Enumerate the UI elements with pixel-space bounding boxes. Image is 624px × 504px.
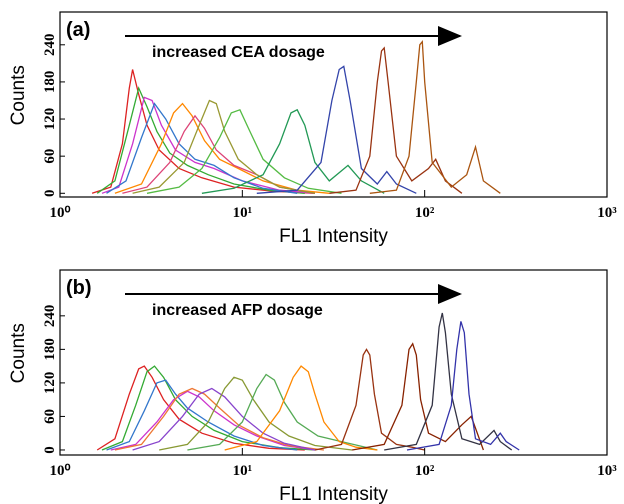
y-tick-label: 240	[42, 305, 58, 328]
histogram-curve	[96, 365, 305, 451]
histogram-curve	[106, 379, 298, 451]
plot-frame	[59, 11, 608, 198]
y-tick-label: 60	[42, 409, 58, 424]
x-tick-label: 10⁰	[49, 205, 70, 221]
y-tick-label: 0	[42, 190, 58, 198]
x-tick-label: 10¹	[233, 205, 253, 221]
histogram-curve	[91, 69, 315, 194]
y-tick-label: 60	[42, 149, 58, 164]
x-tick-label: 10⁰	[49, 463, 70, 479]
plot-frame	[59, 269, 608, 456]
y-tick-label: 180	[42, 71, 58, 94]
histogram-curve	[351, 342, 485, 451]
y-axis-label: Counts	[8, 323, 29, 383]
y-tick-label: 120	[42, 108, 58, 131]
histogram-curve	[201, 108, 385, 194]
y-tick-label: 240	[42, 34, 58, 57]
histogram-curve	[187, 373, 378, 451]
histogram-curve	[224, 365, 378, 451]
histogram-curve	[101, 365, 315, 451]
y-tick-label: 180	[42, 338, 58, 361]
annotation: increased CEA dosage	[152, 44, 325, 61]
panel-label: (a)	[66, 19, 90, 41]
histogram-curve	[132, 387, 316, 451]
histogram-curve	[406, 321, 520, 451]
x-tick-label: 10³	[597, 463, 617, 479]
panel-label: (b)	[66, 277, 92, 299]
histogram-curve	[256, 65, 417, 194]
x-axis-label: FL1 Intensity	[279, 484, 388, 504]
histogram-curve	[369, 39, 501, 194]
annotation: increased AFP dosage	[152, 302, 323, 319]
histogram-curve	[114, 387, 324, 451]
x-axis-label: FL1 Intensity	[279, 226, 388, 247]
x-tick-label: 10²	[415, 463, 435, 479]
x-tick-label: 10²	[415, 205, 435, 221]
histogram-curve	[329, 46, 463, 194]
y-tick-label: 120	[42, 372, 58, 395]
y-tick-label: 0	[42, 446, 58, 454]
y-axis-label: Counts	[8, 65, 29, 125]
histogram-curve	[314, 348, 425, 451]
histogram-curve	[106, 102, 298, 194]
x-tick-label: 10³	[597, 205, 617, 221]
histogram-curve	[384, 312, 513, 451]
histogram-curve	[159, 376, 353, 451]
histogram-curve	[132, 99, 316, 194]
x-tick-label: 10¹	[233, 463, 253, 479]
histogram-curve	[146, 108, 342, 194]
